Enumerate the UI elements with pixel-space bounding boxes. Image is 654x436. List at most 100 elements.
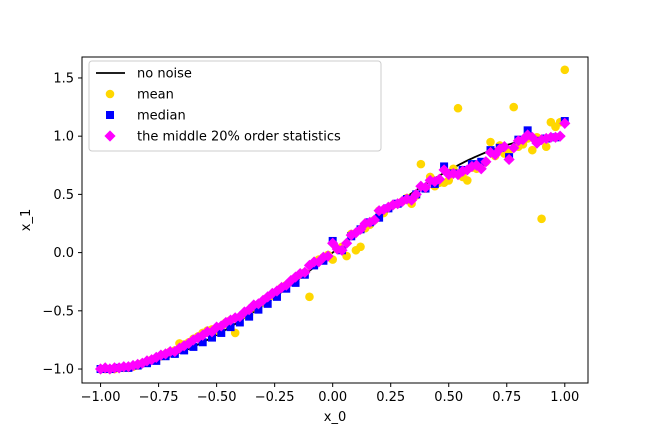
mean-point — [486, 137, 495, 147]
order-statistic-point — [234, 311, 246, 323]
median-point — [291, 278, 300, 287]
order-statistic-point — [433, 173, 446, 185]
mean-point — [509, 102, 519, 112]
series-3 — [94, 117, 571, 375]
legend-square-swatch — [106, 111, 114, 119]
order-statistic-point — [429, 175, 441, 188]
order-statistic-point — [480, 156, 492, 168]
order-statistic-point — [289, 271, 302, 283]
mean-point — [416, 159, 426, 169]
order-statistic-point — [266, 287, 278, 299]
order-statistic-point — [317, 251, 329, 263]
order-statistic-point — [554, 130, 566, 142]
median-point — [375, 213, 384, 222]
y-axis: −1.0 −0.5 0.0 0.5 1.0 1.5 — [42, 71, 82, 378]
order-statistic-point — [512, 135, 524, 147]
mean-point — [453, 103, 463, 113]
legend-label: no noise — [137, 67, 192, 82]
order-statistic-point — [280, 279, 292, 291]
legend-diamond-swatch — [104, 130, 116, 142]
order-statistic-point — [368, 214, 381, 226]
order-statistic-point — [452, 168, 464, 181]
order-statistic-point — [345, 229, 357, 241]
order-statistic-point — [313, 256, 325, 268]
x-tick-label: 1.00 — [550, 390, 579, 405]
x-tick-label: 0.25 — [376, 390, 405, 405]
order-statistic-point — [475, 163, 487, 175]
legend-label: mean — [137, 88, 174, 103]
mean-point — [537, 214, 546, 224]
order-statistic-point — [401, 193, 413, 205]
order-statistic-point — [192, 331, 204, 344]
order-statistic-point — [262, 291, 274, 303]
order-statistic-point — [549, 131, 562, 143]
y-axis-label: x_1 — [19, 209, 34, 231]
order-statistic-point — [136, 357, 148, 369]
mean-point — [560, 65, 570, 75]
order-statistic-point — [419, 181, 432, 193]
order-statistic-point — [373, 205, 385, 217]
legend-circle-swatch — [105, 89, 115, 99]
x-tick-label: 0.75 — [492, 390, 521, 405]
order-statistic-point — [220, 316, 232, 329]
median-point — [263, 299, 272, 308]
order-statistic-point — [522, 129, 534, 141]
order-statistic-point — [424, 174, 436, 187]
legend-label: median — [137, 109, 186, 124]
median-point — [198, 338, 207, 347]
order-statistic-point — [294, 267, 306, 280]
median-point — [272, 292, 281, 301]
mean-point — [356, 242, 365, 252]
mean-point — [305, 292, 314, 302]
order-statistic-point — [559, 117, 571, 129]
y-tick-label: −0.5 — [42, 304, 74, 319]
order-statistic-point — [99, 362, 111, 374]
median-point — [189, 342, 198, 351]
legend-label: the middle 20% order statistics — [137, 130, 341, 145]
median-point — [207, 333, 216, 342]
order-statistic-point — [215, 320, 227, 332]
order-statistic-point — [299, 266, 311, 278]
order-statistic-point — [341, 237, 353, 249]
mean-point — [463, 176, 472, 185]
order-statistic-point — [243, 304, 255, 316]
order-statistic-point — [122, 361, 135, 373]
x-tick-label: −0.75 — [139, 390, 179, 405]
order-statistic-point — [322, 250, 334, 262]
mean-point — [541, 142, 551, 151]
y-tick-label: 0.5 — [53, 188, 74, 203]
order-statistic-point — [508, 142, 520, 154]
median-point — [254, 305, 263, 314]
plot-area — [94, 65, 571, 375]
order-statistic-point — [410, 188, 422, 200]
order-statistic-point — [141, 355, 153, 367]
mean-point — [444, 176, 454, 185]
order-statistic-point — [173, 342, 186, 354]
x-axis: −1.00 −0.75 −0.50 −0.25 0.00 0.25 0.50 0.75 1.00 — [81, 383, 579, 405]
y-tick-label: 1.0 — [53, 130, 74, 145]
order-statistic-point — [503, 153, 515, 166]
x-axis-label: x_0 — [324, 410, 346, 425]
order-statistic-point — [113, 362, 125, 374]
order-statistic-point — [257, 294, 269, 306]
x-tick-label: 0.00 — [318, 390, 347, 405]
median-point — [217, 328, 226, 337]
order-statistic-point — [517, 134, 529, 146]
order-statistic-point — [285, 274, 297, 287]
mean-point — [527, 145, 537, 155]
order-statistic-point — [484, 146, 497, 159]
y-tick-label: −1.0 — [42, 363, 74, 378]
order-statistic-point — [396, 195, 408, 207]
x-tick-label: 0.50 — [434, 390, 463, 405]
order-statistic-point — [457, 165, 469, 177]
legend-box — [88, 60, 382, 152]
x-tick-label: −1.00 — [81, 390, 121, 405]
order-statistic-point — [159, 348, 172, 360]
legend: no noise mean median the middle 20% order s… — [88, 60, 382, 152]
order-statistic-point — [540, 132, 552, 145]
order-statistic-point — [132, 358, 144, 370]
y-tick-label: 1.5 — [53, 71, 74, 86]
order-statistic-point — [224, 314, 237, 326]
order-statistic-point — [150, 351, 162, 363]
